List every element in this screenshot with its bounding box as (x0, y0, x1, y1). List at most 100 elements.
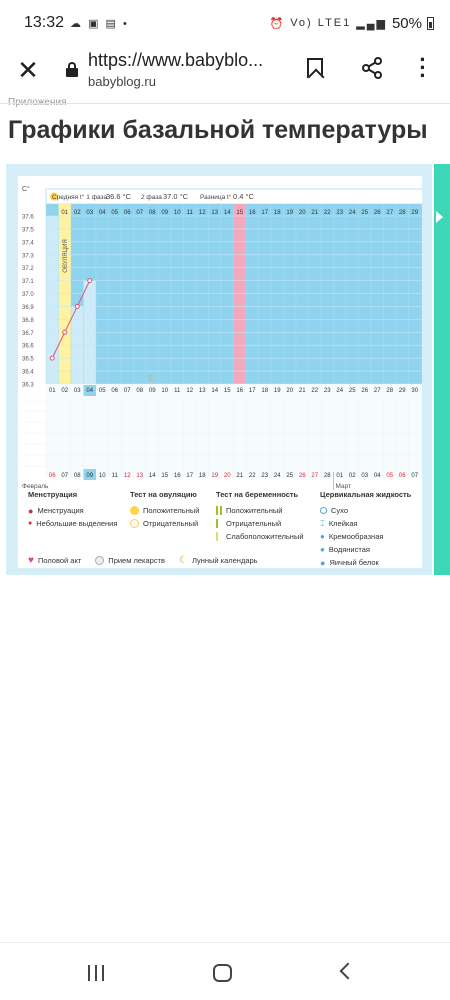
date-label: 15 (224, 388, 231, 394)
date-label: 02 (61, 388, 68, 394)
date-label: 28 (324, 473, 331, 479)
chevron-right-icon[interactable] (436, 211, 443, 223)
phase1-value: 36.6 °C (106, 192, 132, 201)
cycle-day-label: 25 (361, 210, 368, 216)
date-label: 23 (261, 473, 268, 479)
y-tick-label: 37.0 (22, 292, 34, 298)
recent-apps-icon[interactable] (88, 965, 104, 981)
date-label: 04 (86, 388, 93, 394)
date-label: 05 (386, 473, 393, 479)
y-tick-label: 37.5 (22, 227, 34, 233)
date-label: 08 (74, 473, 81, 479)
month-label: Март (336, 483, 352, 490)
date-label: 11 (112, 473, 119, 479)
more-menu-icon[interactable]: · · · (419, 47, 427, 88)
cycle-day-label: 19 (286, 210, 293, 216)
notification-icons: ☁ ▣ ▤ • (70, 17, 129, 30)
date-label: 09 (86, 473, 93, 479)
breadcrumb[interactable]: Приложения (8, 97, 67, 108)
day-column (46, 216, 59, 384)
side-panel-tab[interactable] (434, 164, 450, 575)
cycle-day-label: 11 (187, 210, 194, 216)
legend-title: Тест на овуляцию (130, 490, 197, 499)
date-label: 01 (336, 473, 343, 479)
date-label: 25 (349, 388, 356, 394)
system-nav-bar (0, 942, 450, 1000)
heart-icon: ♥ (28, 555, 34, 566)
cycle-day-label: 09 (161, 210, 168, 216)
bookmark-icon[interactable] (307, 58, 323, 78)
close-icon[interactable]: ✕ (17, 55, 39, 85)
moon-icon: ☾ (178, 555, 188, 566)
share-icon[interactable] (360, 56, 384, 80)
cycle-day-label: 07 (136, 210, 143, 216)
legend-item: Прием лекарств (95, 554, 165, 567)
y-tick-label: 36.8 (22, 318, 34, 324)
temperature-point (87, 278, 93, 284)
legend-footer: ♥ Половой акт Прием лекарств ☾ Лунный кале… (28, 554, 258, 567)
status-time: 13:32 (24, 14, 65, 31)
y-unit-label: C° (22, 185, 30, 193)
date-label: 27 (374, 388, 381, 394)
y-tick-label: 36.4 (22, 370, 34, 376)
temperature-point (62, 329, 68, 335)
pill-icon (95, 556, 105, 565)
watery-icon: ● (320, 545, 325, 554)
date-label: 18 (261, 388, 268, 394)
date-label: 20 (224, 473, 231, 479)
cycle-day-label: 06 (124, 210, 131, 216)
date-label: 23 (324, 388, 331, 394)
notes-area (46, 384, 422, 478)
home-icon[interactable] (213, 964, 232, 982)
legend-item: ● Водянистая (320, 545, 370, 554)
date-label: 06 (399, 473, 406, 479)
date-label: 10 (99, 473, 106, 479)
date-label: 06 (111, 388, 118, 394)
ovulation-column (58, 204, 71, 384)
cycle-day-label: 12 (199, 210, 206, 216)
date-label: 07 (124, 388, 131, 394)
date-label: 21 (236, 473, 243, 479)
summary-marker (50, 192, 58, 201)
phase2-label: 2 фаза (141, 194, 162, 201)
signal-icon: ▂▄▆ (356, 17, 387, 30)
date-label: 12 (124, 473, 131, 479)
date-label: 06 (49, 473, 56, 479)
date-label: 24 (336, 388, 343, 394)
legend-item: ☾ Лунный календарь (178, 555, 258, 566)
date-label: 28 (386, 388, 393, 394)
temperature-line (51, 280, 91, 359)
date-label: 19 (211, 473, 218, 479)
cycle-day-label: 24 (349, 210, 356, 216)
date-label: 02 (349, 473, 356, 479)
cycle-day-label: 15 (236, 210, 243, 216)
cycle-day-label: 18 (274, 210, 281, 216)
url-display[interactable]: https://www.babyblo... babyblog.ru (88, 50, 298, 89)
today-marker (83, 469, 96, 480)
cycle-day-label: 22 (324, 210, 331, 216)
cycle-day-label: 02 (74, 210, 81, 216)
page-title: Графики базальной температуры (8, 116, 428, 144)
y-tick-label: 37.3 (22, 253, 34, 259)
y-tick-label: 37.6 (22, 215, 34, 221)
date-label: 30 (411, 388, 418, 394)
today-marker (83, 385, 96, 396)
y-tick-label: 37.4 (22, 240, 34, 246)
positive-circle-icon (130, 506, 139, 515)
date-label: 07 (411, 473, 418, 479)
date-label: 16 (236, 388, 243, 394)
legend-title: Менструация (28, 490, 78, 499)
date-label: 07 (61, 473, 68, 479)
legend-item: ⌶ Клейкая (320, 518, 358, 529)
date-label: 11 (174, 388, 181, 394)
legend-item: ● Небольшие выделения (28, 519, 118, 528)
back-icon[interactable] (339, 962, 357, 980)
date-label: 27 (311, 473, 318, 479)
date-label: 19 (274, 388, 281, 394)
y-tick-label: 36.9 (22, 305, 34, 311)
date-label: 14 (211, 388, 218, 394)
lock-icon[interactable] (66, 62, 78, 77)
sticky-icon: ⌶ (320, 518, 325, 528)
highlighted-day-column (233, 204, 246, 384)
